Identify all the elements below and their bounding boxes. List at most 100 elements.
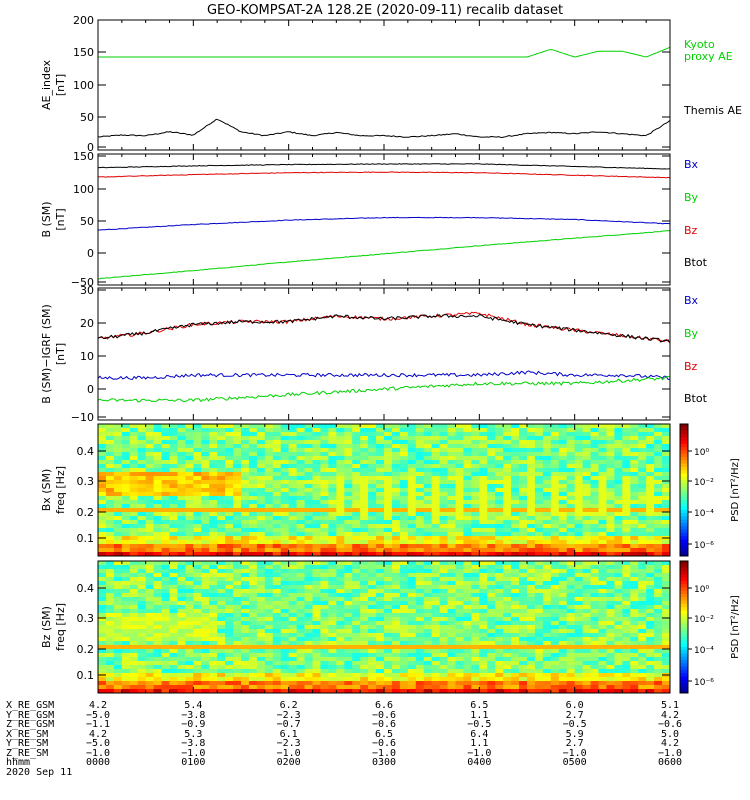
spectrogram-cell — [415, 536, 425, 541]
spectrogram-cell — [558, 657, 568, 662]
spectrogram-cell — [566, 440, 576, 445]
spectrogram-cell — [399, 581, 409, 586]
spectrogram-cell — [368, 536, 377, 541]
spectrogram-cell — [630, 440, 639, 445]
spectrogram-cell — [638, 528, 647, 533]
spectrogram-cell — [407, 456, 417, 461]
spectrogram-cell — [606, 613, 615, 618]
spectrogram-cell — [622, 544, 631, 549]
spectrogram-cell — [248, 669, 258, 674]
spectrogram-cell — [527, 508, 536, 513]
spectrogram-cell — [233, 577, 242, 582]
spectrogram-cell — [344, 496, 353, 501]
spectrogram-cell — [399, 524, 409, 529]
spectrogram-cell — [153, 609, 163, 614]
spectrogram-cell — [471, 593, 480, 598]
spectrogram-cell — [193, 536, 202, 541]
spectrogram-cell — [614, 544, 623, 549]
spectrogram-cell — [558, 436, 568, 441]
spectrogram-cell — [113, 653, 123, 658]
spectrogram-cell — [654, 444, 663, 449]
spectrogram-cell — [566, 637, 576, 642]
spectrogram-cell — [534, 621, 544, 626]
spectrogram-cell — [376, 432, 385, 437]
spectrogram-cell — [471, 597, 480, 602]
spectrogram-cell — [662, 460, 671, 465]
spectrogram-cell — [137, 472, 147, 477]
spectrogram-cell — [368, 544, 377, 549]
spectrogram-cell — [121, 605, 131, 610]
spectrogram-cell — [280, 468, 290, 473]
spectrogram-cell — [98, 520, 107, 525]
spectrogram-cell — [304, 424, 313, 429]
spectrogram-cell — [622, 665, 631, 670]
spectrogram-cell — [534, 613, 544, 618]
spectrogram-cell — [542, 585, 552, 590]
spectrogram-cell — [574, 665, 584, 670]
spectrogram-cell — [98, 472, 107, 477]
spectrogram-cell — [542, 516, 552, 521]
spectrogram-cell — [344, 585, 353, 590]
spectrogram-cell — [145, 524, 155, 529]
spectrogram-cell — [519, 512, 528, 517]
spectrogram-cell — [423, 468, 433, 473]
spectrogram-cell — [495, 601, 504, 606]
spectrogram-cell — [185, 476, 194, 481]
spectrogram-cell — [304, 444, 313, 449]
spectrogram-cell — [105, 544, 115, 549]
spectrogram-cell — [360, 436, 369, 441]
spectrogram-cell — [360, 657, 369, 662]
spectrogram-cell — [360, 633, 369, 638]
spectrogram-cell — [248, 629, 258, 634]
spectrogram-cell — [209, 673, 218, 678]
spectrogram-cell — [344, 520, 353, 525]
spectrogram-cell — [169, 657, 178, 662]
colorbar-tick-label: 10⁻⁴ — [694, 646, 714, 656]
spectrogram-cell — [455, 456, 464, 461]
spectrogram-cell — [368, 492, 377, 497]
spectrogram-cell — [487, 476, 496, 481]
spectrogram-cell — [582, 569, 592, 574]
colorbar-tick-label: 10⁻² — [694, 615, 714, 625]
spectrogram-cell — [407, 540, 417, 545]
spectrogram-cell — [511, 589, 520, 594]
spectrogram-cell — [463, 448, 472, 453]
spectrogram-cell — [368, 605, 377, 610]
spectrogram-cell — [328, 428, 337, 433]
spectrogram-cell — [360, 476, 369, 481]
spectrogram-cell — [336, 629, 345, 634]
spectrogram-cell — [320, 661, 329, 666]
spectrogram-cell — [344, 460, 353, 465]
spectrogram-cell — [511, 460, 520, 465]
spectrogram-cell — [391, 428, 401, 433]
spectrogram-cell — [376, 561, 385, 566]
spectrogram-cell — [550, 428, 560, 433]
spectrogram-cell — [352, 484, 361, 489]
spectrogram-cell — [415, 569, 425, 574]
spectrogram-cell — [209, 496, 218, 501]
spectrogram-cell — [328, 645, 337, 650]
spectrogram-cell — [654, 496, 663, 501]
spectrogram-cell — [368, 569, 377, 574]
spectrogram-cell — [209, 629, 218, 634]
spectrogram-cell — [423, 625, 433, 630]
spectrogram-cell — [312, 609, 321, 614]
spectrogram-cell — [399, 508, 409, 513]
spectrogram-cell — [352, 428, 361, 433]
spectrogram-cell — [630, 496, 639, 501]
spectrogram-cell — [153, 492, 163, 497]
spectrogram-cell — [558, 601, 568, 606]
spectrogram-cell — [407, 528, 417, 533]
spectrogram-cell — [431, 645, 441, 650]
spectrogram-cell — [98, 577, 107, 582]
spectrogram-cell — [630, 673, 639, 678]
spectrogram-cell — [105, 524, 115, 529]
spectrogram-cell — [495, 520, 504, 525]
spectrogram-cell — [423, 657, 433, 662]
spectrogram-cell — [98, 573, 107, 578]
spectrogram-cell — [463, 460, 472, 465]
spectrogram-cell — [391, 669, 401, 674]
spectrogram-cell — [662, 581, 671, 586]
spectrogram-cell — [534, 625, 544, 630]
spectrogram-cell — [566, 452, 576, 457]
